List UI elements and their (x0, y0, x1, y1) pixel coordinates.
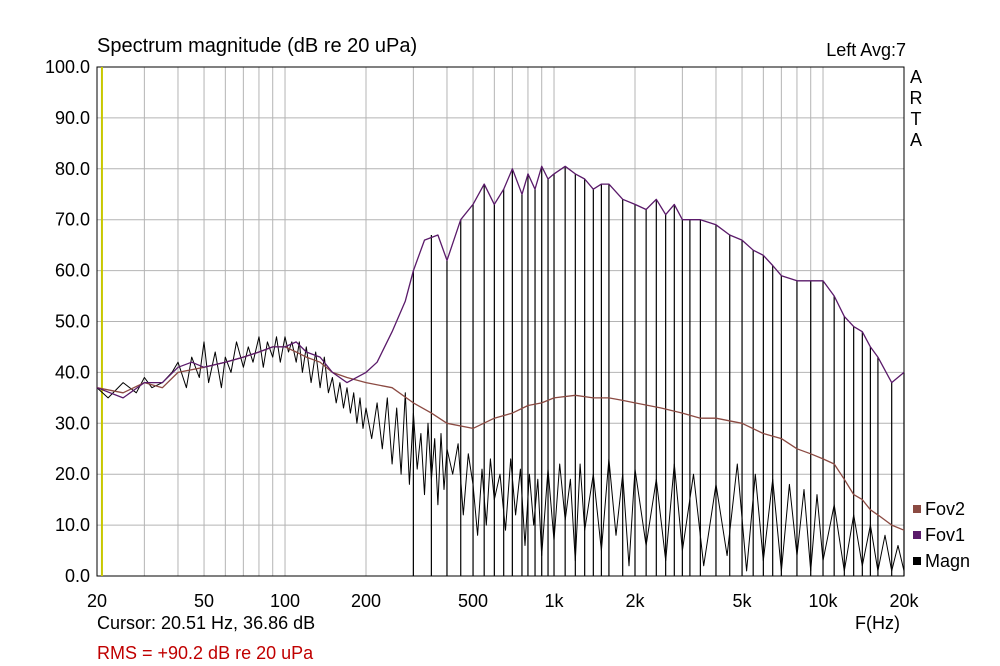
series-line-fov1 (96, 165, 905, 399)
brand-letter: R (909, 88, 923, 108)
x-tick-label: 20k (889, 591, 919, 611)
series-line-fov2 (96, 346, 905, 531)
y-tick-label: 70.0 (55, 210, 90, 230)
x-tick-label: 200 (351, 591, 381, 611)
series-line-magn (96, 336, 905, 572)
plot-frame (96, 66, 905, 577)
y-tick-label: 50.0 (55, 312, 90, 332)
chart-title: Spectrum magnitude (dB re 20 uPa) (97, 35, 418, 57)
channel-info: Left Avg:7 (826, 40, 906, 60)
y-tick-label: 10.0 (55, 515, 90, 535)
cursor-readout: Cursor: 20.51 Hz, 36.86 dB (97, 613, 316, 633)
rms-readout: RMS = +90.2 dB re 20 uPa (97, 643, 314, 663)
brand-letter: A (909, 130, 922, 150)
legend-label: Fov2 (925, 498, 966, 519)
y-tick-label: 0.0 (65, 566, 90, 586)
legend-swatch (913, 531, 921, 539)
x-tick-label: 10k (809, 591, 839, 611)
x-tick-label: 5k (733, 591, 753, 611)
y-tick-label: 30.0 (55, 413, 90, 433)
grid-lines (97, 67, 904, 576)
brand-label: A R T A (908, 67, 924, 151)
fov1-spikes (412, 166, 905, 576)
x-tick-labels: 20 50 100 200 500 1k 2k 5k 10k 20k (87, 591, 920, 611)
legend-label: Magn (925, 550, 971, 571)
brand-letter: T (910, 109, 922, 129)
x-axis-title: F(Hz) (855, 613, 900, 633)
legend-label: Fov1 (925, 524, 966, 545)
brand-letter: A (909, 67, 922, 87)
y-tick-label: 80.0 (55, 159, 90, 179)
x-tick-label: 500 (458, 591, 488, 611)
legend-swatch (913, 505, 921, 513)
legend-swatch (913, 557, 921, 565)
x-tick-label: 100 (270, 591, 300, 611)
y-tick-labels: 0.0 10.0 20.0 30.0 40.0 50.0 60.0 70.0 80.0 90.0 1… (45, 57, 90, 586)
y-tick-label: 90.0 (55, 108, 90, 128)
y-tick-label: 100.0 (45, 57, 90, 77)
legend-item-fov2: Fov2 (913, 498, 965, 520)
x-tick-label: 1k (545, 591, 565, 611)
legend-item-fov1: Fov1 (913, 524, 965, 546)
series-lines (96, 165, 905, 572)
x-tick-label: 50 (194, 591, 214, 611)
y-tick-label: 20.0 (55, 464, 90, 484)
legend-item-magn: Magn (913, 550, 970, 572)
y-tick-label: 60.0 (55, 261, 90, 281)
x-tick-label: 20 (87, 591, 107, 611)
x-tick-label: 2k (625, 591, 645, 611)
y-tick-label: 40.0 (55, 362, 90, 382)
